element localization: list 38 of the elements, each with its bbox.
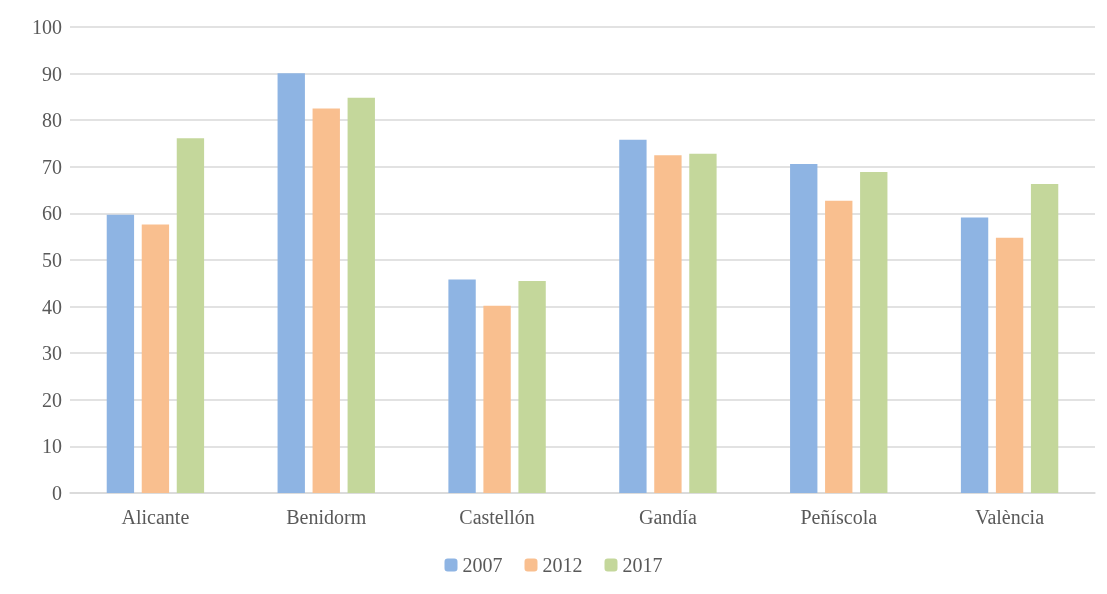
bar [825, 200, 853, 493]
x-tick-label: Peñíscola [800, 506, 878, 528]
bar [995, 237, 1024, 493]
y-tick-label: 90 [42, 62, 62, 85]
x-tick-label: València [975, 506, 1045, 528]
x-tick-label: Gandía [639, 506, 697, 528]
legend-label: 2017 [622, 554, 663, 576]
bar [176, 138, 205, 493]
bar [960, 217, 989, 493]
bar [347, 97, 375, 493]
bar [654, 155, 682, 493]
bar [448, 279, 476, 493]
bar [141, 224, 170, 493]
bar [689, 153, 717, 493]
y-tick-label: 80 [42, 109, 62, 132]
y-tick-label: 40 [42, 295, 62, 318]
bar [312, 108, 340, 493]
y-tick-label: 60 [42, 202, 62, 225]
y-tick-label: 70 [42, 155, 62, 178]
y-tick-label: 20 [42, 388, 62, 411]
y-tick-label: 100 [32, 16, 62, 38]
bar [277, 73, 305, 493]
bar [518, 280, 546, 493]
bar [106, 214, 135, 493]
x-tick-label: Castellón [459, 506, 535, 528]
bar [790, 164, 818, 493]
bar [860, 171, 888, 493]
y-tick-label: 50 [42, 249, 62, 271]
bar [1030, 184, 1059, 493]
legend-label: 2007 [462, 554, 503, 576]
x-tick-label: Alicante [121, 506, 190, 528]
y-tick-label: 10 [42, 435, 62, 458]
x-tick-label: Benidorm [286, 506, 367, 528]
legend-label: 2012 [542, 554, 583, 576]
bar [483, 305, 511, 493]
y-tick-label: 30 [42, 342, 62, 365]
y-tick-label: 0 [52, 482, 62, 504]
bar [619, 139, 647, 493]
